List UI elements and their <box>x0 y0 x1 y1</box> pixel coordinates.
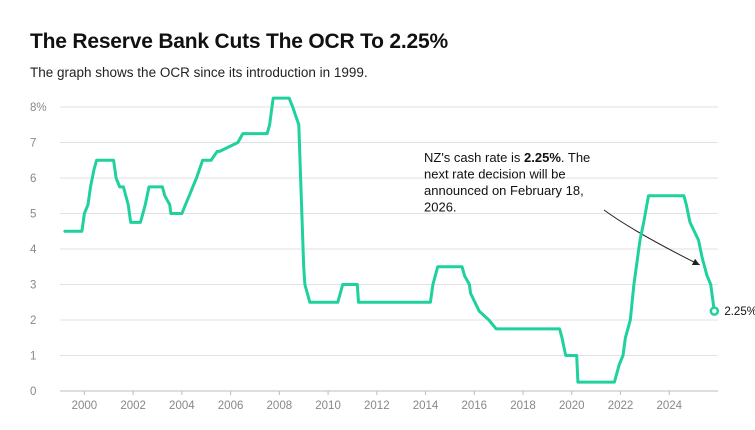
y-tick-label: 1 <box>30 351 36 363</box>
y-tick-label: 7 <box>30 138 36 150</box>
x-tick-label: 2002 <box>120 400 146 412</box>
y-tick-label: 8% <box>30 102 47 114</box>
x-axis-ticks: 2000 2002 2004 2006 2008 2010 2012 2014 2016 2018… <box>72 391 683 412</box>
x-tick-label: 2000 <box>72 400 98 412</box>
annotation-text: announced on February 18, <box>424 183 584 198</box>
annotation-line: announced on February 18, <box>424 183 584 198</box>
y-tick-label: 3 <box>30 280 36 292</box>
annotation-line: next rate decision will be <box>424 167 566 182</box>
annotation-line: 2026. <box>424 200 457 215</box>
annotation-highlight: 2.25% <box>524 150 561 165</box>
end-point-marker <box>709 306 720 316</box>
annotation-line: NZ's cash rate is 2.25%. The <box>424 150 590 165</box>
y-axis-ticks: 0 1 2 3 4 5 6 7 8% <box>30 102 47 398</box>
y-tick-label: 0 <box>30 386 36 398</box>
chart-subtitle: The graph shows the OCR since its introd… <box>30 65 368 80</box>
x-tick-label: 2006 <box>218 400 244 412</box>
y-tick-label: 6 <box>30 173 36 185</box>
x-tick-label: 2010 <box>315 400 341 412</box>
x-tick-label: 2004 <box>169 400 195 412</box>
annotation-text: . The <box>561 150 590 165</box>
x-tick-label: 2014 <box>413 400 439 412</box>
annotation: NZ's cash rate is 2.25%. The next rate de… <box>424 150 590 215</box>
y-tick-label: 5 <box>30 209 36 221</box>
end-point: 2.25% <box>709 306 755 318</box>
series-ocr <box>63 96 716 384</box>
annotation-arrowhead <box>691 258 700 265</box>
x-tick-label: 2020 <box>559 400 585 412</box>
annotation-text: NZ's cash rate is <box>424 150 524 165</box>
chart-title: The Reserve Bank Cuts The OCR To 2.25% <box>30 30 448 53</box>
x-tick-label: 2024 <box>656 400 682 412</box>
annotation-text: 2026. <box>424 200 457 215</box>
x-tick-label: 2016 <box>461 400 487 412</box>
y-tick-label: 2 <box>30 315 36 327</box>
x-tick-label: 2008 <box>267 400 293 412</box>
grid-lines <box>60 106 718 392</box>
annotation-arrow-line <box>603 209 700 266</box>
x-tick-label: 2022 <box>608 400 634 412</box>
annotation-text: next rate decision will be <box>424 167 566 182</box>
series-line-ocr <box>63 96 716 384</box>
x-tick-label: 2018 <box>510 400 536 412</box>
y-tick-label: 4 <box>30 244 37 256</box>
x-tick-label: 2012 <box>364 400 390 412</box>
end-point-label: 2.25% <box>724 306 755 318</box>
annotation-arrow <box>603 209 700 266</box>
